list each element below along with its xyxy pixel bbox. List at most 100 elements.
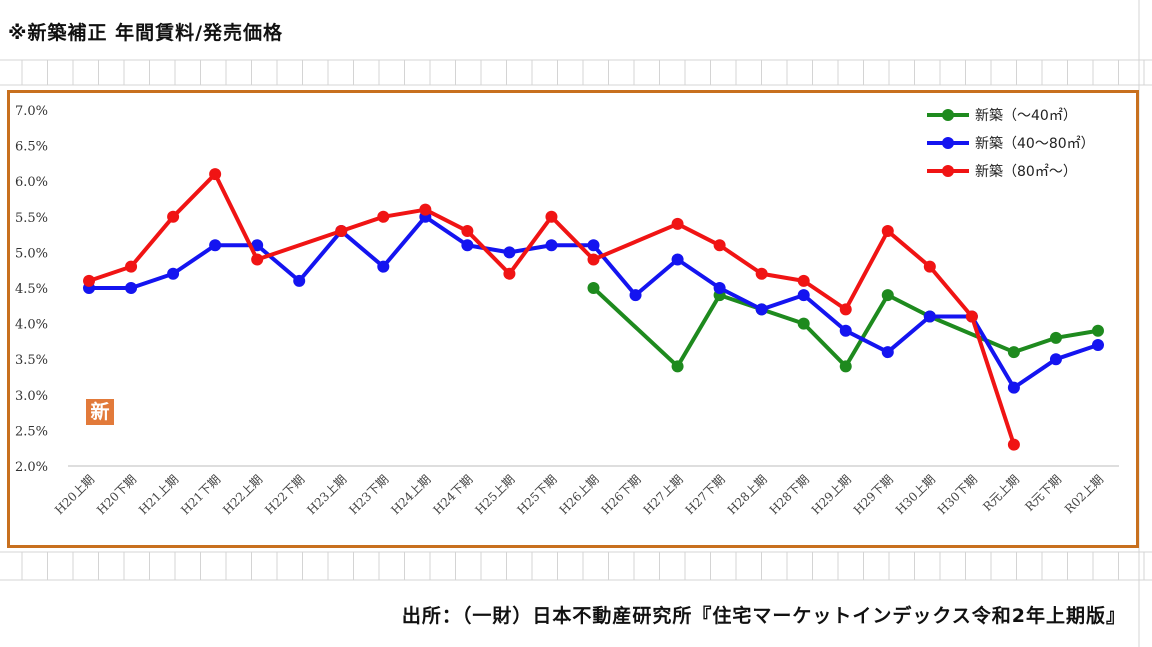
data-point (377, 210, 390, 223)
data-point (125, 260, 138, 273)
data-point (1007, 438, 1020, 451)
x-tick-label: H29下期 (851, 472, 896, 517)
x-tick-label: H28下期 (767, 472, 812, 517)
x-tick-label: H25下期 (515, 472, 560, 517)
data-point (755, 303, 768, 316)
data-point (545, 210, 558, 223)
x-tick-label: H22上期 (220, 472, 265, 517)
data-point (797, 317, 810, 330)
data-point (419, 203, 432, 216)
y-tick-label: 5.0% (15, 246, 48, 261)
data-point (335, 225, 348, 238)
data-point (251, 239, 264, 252)
legend-label: 新築（40～80㎡） (975, 136, 1095, 152)
x-tick-label: H27下期 (683, 472, 728, 517)
x-tick-label: H28上期 (725, 472, 770, 517)
data-point (755, 267, 768, 280)
data-point (881, 346, 894, 359)
data-point (167, 210, 180, 223)
data-point (839, 324, 852, 337)
data-point (125, 282, 138, 294)
x-tick-label: R02上期 (1062, 472, 1106, 516)
legend-label: 新築（～40㎡） (975, 108, 1077, 124)
line-chart: 2.0% 2.5% 3.0% 3.5% 4.0% 4.5% 5.0% 5.5% 6.0% 6.5%… (15, 104, 1119, 517)
y-tick-label: 2.5% (15, 424, 48, 439)
page-title: ※新築補正 年間賃料/発売価格 (8, 22, 284, 44)
legend-swatch-marker (942, 165, 954, 177)
x-tick-label: H22下期 (262, 472, 307, 517)
data-point (713, 282, 726, 294)
data-point (1091, 338, 1104, 351)
y-tick-label: 5.5% (15, 211, 48, 226)
data-point (1049, 353, 1062, 366)
data-point (881, 225, 894, 238)
data-point (377, 260, 390, 273)
y-tick-label: 7.0% (15, 104, 48, 119)
series-1 (83, 210, 1104, 394)
data-point (671, 253, 684, 266)
x-tick-label: H25上期 (472, 472, 517, 517)
data-point (545, 239, 558, 252)
legend: 新築（～40㎡） 新築（40～80㎡） 新築（80㎡～） (927, 108, 1095, 180)
x-tick-label: H20上期 (52, 472, 97, 517)
y-tick-label: 4.0% (15, 318, 48, 333)
y-tick-label: 4.5% (15, 282, 48, 297)
data-point (881, 289, 894, 302)
data-point (83, 274, 96, 287)
x-tick-label: H20下期 (94, 472, 139, 517)
data-point (1007, 381, 1020, 394)
data-point (293, 274, 306, 287)
x-tick-label: H23下期 (346, 472, 391, 517)
data-point (503, 267, 516, 280)
x-tick-label: H24下期 (430, 472, 475, 517)
series-0 (587, 282, 1104, 373)
data-point (923, 260, 936, 273)
data-point (839, 360, 852, 373)
data-point (713, 239, 726, 252)
legend-swatch-marker (942, 137, 954, 149)
y-tick-label: 3.5% (15, 353, 48, 368)
data-point (1007, 346, 1020, 359)
source-note: 出所：（一財）日本不動産研究所『住宅マーケットインデックス令和2年上期版』 (401, 605, 1126, 627)
data-point (797, 289, 810, 302)
x-tick-label: H30上期 (893, 472, 938, 517)
data-point (671, 360, 684, 373)
series-2 (83, 168, 1020, 451)
x-tick-label: H21下期 (178, 472, 223, 517)
y-tick-label: 6.5% (15, 140, 48, 155)
x-tick-label: H21上期 (136, 472, 181, 517)
data-point (629, 289, 642, 302)
data-point (209, 168, 222, 181)
data-point (461, 225, 474, 238)
x-tick-label: H30下期 (935, 472, 980, 517)
x-tick-label: H29上期 (809, 472, 854, 517)
x-tick-label: H26上期 (557, 472, 602, 517)
data-point (965, 310, 978, 323)
x-tick-label: H23上期 (304, 472, 349, 517)
y-tick-label: 6.0% (15, 175, 48, 190)
x-tick-label: R元下期 (1022, 472, 1064, 514)
data-point (251, 253, 264, 266)
data-point (587, 282, 600, 294)
data-point (671, 217, 684, 230)
legend-swatch-marker (942, 109, 954, 121)
data-point (209, 239, 222, 252)
data-point (167, 267, 180, 280)
y-tick-label: 2.0% (15, 460, 48, 475)
data-point (587, 253, 600, 266)
x-tick-label: H27上期 (641, 472, 686, 517)
data-point (503, 246, 516, 259)
x-tick-label: H26下期 (599, 472, 644, 517)
new-badge-icon: 新 (86, 399, 114, 425)
data-point (1049, 331, 1062, 344)
data-point (839, 303, 852, 316)
legend-label: 新築（80㎡～） (975, 164, 1077, 180)
data-point (797, 274, 810, 287)
x-tick-label: H24上期 (388, 472, 433, 517)
data-point (587, 239, 600, 252)
data-point (461, 239, 474, 252)
data-point (1091, 324, 1104, 337)
x-tick-label: R元上期 (980, 472, 1022, 514)
y-tick-label: 3.0% (15, 389, 48, 404)
